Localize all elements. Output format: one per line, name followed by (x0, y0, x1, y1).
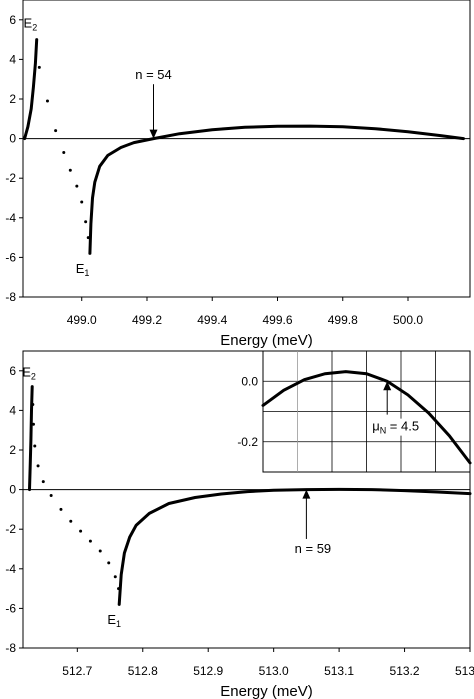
arrow-head (302, 489, 311, 499)
y-tick-label: 6 (9, 13, 16, 27)
series-line (117, 487, 472, 606)
n-label: n = 54 (135, 67, 172, 82)
data-point (107, 561, 111, 565)
x-tick-label: 512.8 (128, 664, 158, 678)
data-point (68, 168, 72, 172)
y-tick-label: 4 (9, 52, 16, 66)
x-tick-label: 499.0 (67, 313, 97, 327)
y-tick-label: 0 (9, 483, 16, 497)
data-point (31, 422, 35, 426)
y-tick-label: -2 (5, 522, 16, 536)
data-point (98, 549, 102, 553)
x-axis-label: Energy (meV) (220, 683, 313, 699)
data-point (36, 464, 40, 468)
panel-bottom: -8 -6 -4 -2 0 2 4 6 512.7 512.8 512.9 513.0 513.1 513… (5, 350, 474, 699)
level-label: E1 (76, 261, 90, 278)
mu-label: μN = 4.5 (372, 419, 419, 436)
y-tick-label: -2 (5, 171, 16, 185)
n-arrow (149, 84, 158, 139)
y-tick-label: 2 (9, 92, 16, 106)
x-tick-label: 513.3 (455, 664, 474, 678)
x-axis-label: Energy (meV) (220, 332, 313, 349)
series-line (23, 38, 39, 141)
y-tick-label: -8 (5, 290, 16, 304)
inset-series-line (261, 370, 472, 465)
y-tick-label: 6 (9, 364, 16, 378)
plot-frame (22, 0, 471, 298)
y-tick-label: 2 (9, 443, 16, 457)
x-tick-label: 499.4 (197, 313, 227, 327)
n-arrow (302, 489, 311, 539)
data-point (84, 220, 88, 224)
y-tick-label: 0 (9, 132, 16, 146)
data-point (59, 507, 63, 511)
data-point (113, 575, 117, 579)
level-label: E2 (22, 365, 36, 382)
arrow-head (149, 129, 158, 139)
x-tick-label: 512.7 (62, 664, 92, 678)
series-line (28, 385, 34, 492)
data-point (49, 494, 53, 498)
panel-top: -8 -6 -4 -2 0 2 4 6 499.0 499.2 499.4 499.6 499.8 500… (5, 0, 471, 349)
plot-frame (22, 350, 471, 649)
y-tick-label: -4 (5, 562, 16, 576)
level-label: E2 (24, 16, 38, 33)
x-tick-label: 500.0 (393, 313, 423, 327)
data-point (79, 529, 83, 533)
x-tick-label: 499.6 (262, 313, 292, 327)
level-label: E1 (107, 612, 121, 629)
data-point (37, 65, 41, 69)
y-tick-label: -6 (5, 250, 16, 264)
data-point (75, 184, 79, 188)
data-point (54, 129, 58, 133)
mu-arrow (383, 381, 392, 415)
y-tick-label: -6 (5, 601, 16, 615)
data-point (41, 480, 45, 484)
inset-y-tick-label: 0.0 (241, 374, 258, 388)
n-label: n = 59 (295, 541, 332, 556)
series-line (88, 124, 465, 255)
x-tick-label: 513.2 (390, 664, 420, 678)
y-tick-label: 4 (9, 403, 16, 417)
inset: 0.0 -0.2 μN = 4.5 (237, 350, 472, 473)
arrow-head (383, 381, 392, 391)
data-point (31, 402, 35, 406)
x-tick-label: 513.0 (259, 664, 289, 678)
y-tick-label: -8 (5, 641, 16, 655)
data-point (33, 444, 37, 448)
y-tick-label: -4 (5, 211, 16, 225)
x-tick-label: 499.8 (328, 313, 358, 327)
data-point (62, 150, 66, 154)
x-tick-label: 499.2 (132, 313, 162, 327)
data-point (80, 200, 84, 204)
x-tick-label: 512.9 (193, 664, 223, 678)
data-point (88, 539, 92, 543)
data-point (45, 99, 49, 103)
data-point (69, 519, 73, 523)
inset-y-tick-label: -0.2 (237, 435, 258, 449)
x-tick-label: 513.1 (324, 664, 354, 678)
mu-label-bg (371, 418, 421, 436)
